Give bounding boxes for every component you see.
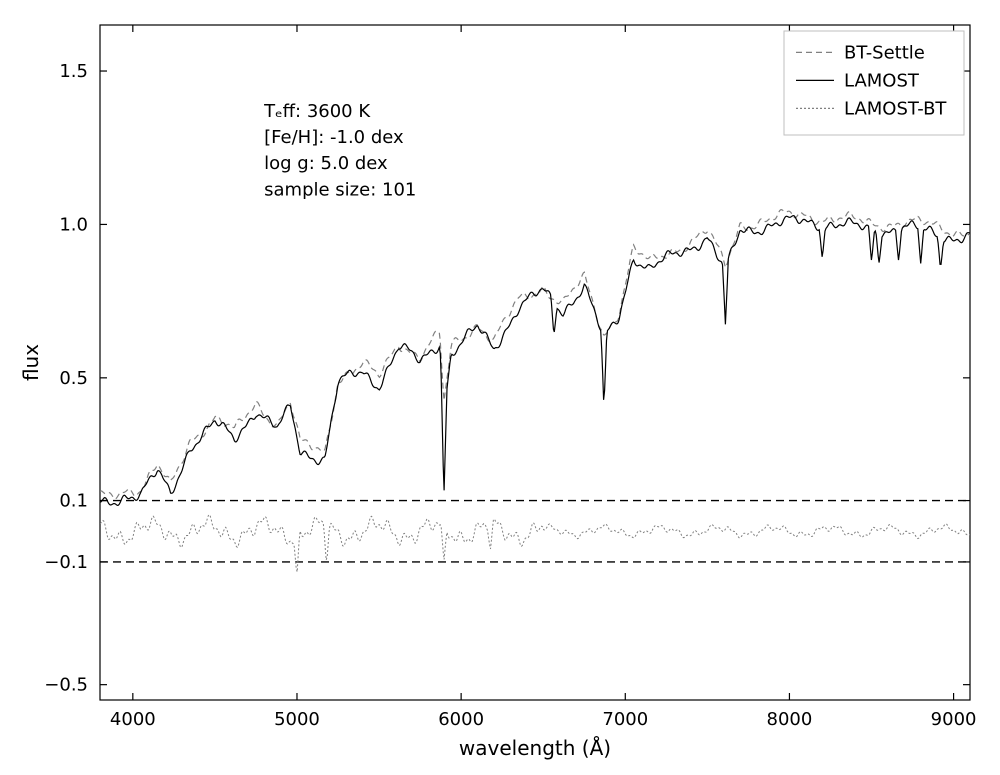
x-tick-label: 7000 [602, 709, 648, 730]
annotation-line: Tₑff: 3600 K [263, 101, 371, 122]
y-tick-label: 1.5 [59, 61, 88, 82]
y-tick-label: −0.5 [44, 675, 88, 696]
legend-label: BT-Settle [844, 42, 925, 63]
legend-label: LAMOST [844, 70, 920, 91]
annotation-line: sample size: 101 [264, 179, 416, 200]
y-axis-label: flux [19, 344, 43, 381]
x-tick-label: 5000 [274, 709, 320, 730]
annotation-line: [Fe/H]: -1.0 dex [264, 127, 404, 148]
annotation-line: log g: 5.0 dex [264, 153, 388, 174]
spectrum-chart: 4000 5000 6000 7000 8000 9000 −0.5 0.1 −0.1 0.5 1.… [0, 0, 1000, 775]
x-tick-label: 9000 [931, 709, 977, 730]
x-tick-label: 6000 [438, 709, 484, 730]
y-tick-label: 1.0 [59, 214, 88, 235]
x-tick-label: 4000 [110, 709, 156, 730]
y-tick-label: −0.1 [44, 552, 88, 573]
legend: BT-Settle LAMOST LAMOST-BT [784, 31, 964, 135]
y-tick-label: 0.5 [59, 368, 88, 389]
y-tick-label: 0.1 [59, 491, 88, 512]
x-axis-label: wavelength (Å) [459, 736, 611, 760]
x-tick-label: 8000 [767, 709, 813, 730]
legend-label: LAMOST-BT [844, 98, 947, 119]
